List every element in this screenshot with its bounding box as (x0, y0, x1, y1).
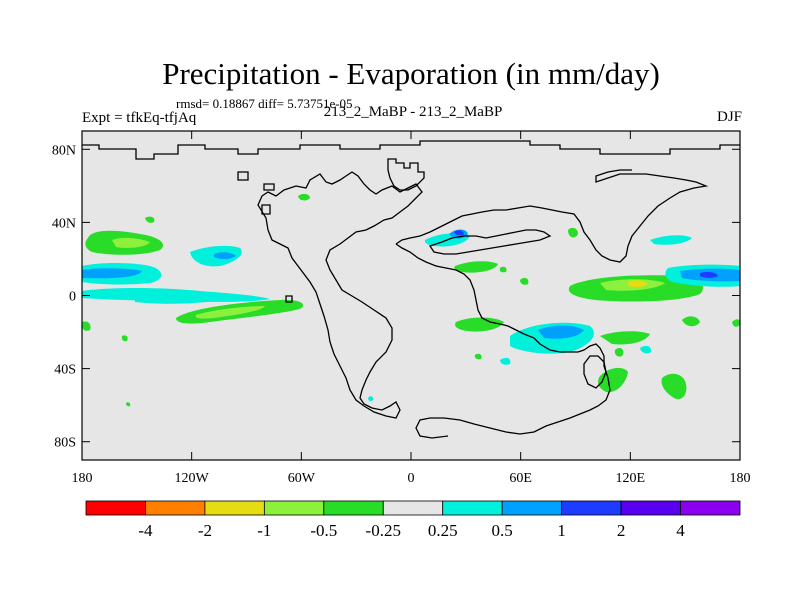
contour-patch (214, 252, 236, 260)
colorbar-swatch (680, 500, 741, 516)
x-tick-label: 0 (408, 471, 415, 486)
colorbar-label: 1 (557, 521, 566, 540)
contour-patch (600, 331, 650, 345)
colorbar-label: 0.5 (492, 521, 513, 540)
colorbar-swatch (145, 500, 206, 516)
coastline-america (257, 171, 423, 419)
x-tick-label: 120W (175, 471, 210, 486)
coastline-island (261, 204, 271, 215)
y-tick-label: 0 (69, 290, 76, 305)
x-tick-label: 120E (616, 471, 646, 486)
colorbar: -4 -2 -1 -0.5 -0.25 0.25 0.5 1 2 4 (85, 500, 741, 540)
y-tick-label: 80S (54, 436, 76, 451)
y-tick-label: 80N (52, 143, 76, 158)
contour-patch (298, 193, 310, 201)
coastline-africa (395, 243, 611, 439)
contour-patch (520, 277, 529, 285)
contour-patch (614, 347, 624, 357)
contour-patch (682, 316, 700, 327)
coastline-north (82, 140, 740, 160)
experiment-label: Expt = tfkEq-tfjAq (82, 110, 197, 126)
coastline-eurasia (395, 169, 709, 263)
colorbar-label: -0.25 (366, 521, 401, 540)
axes: 180 120W 60W 0 60E 120E 180 80N 40N 0 40S 80S (52, 131, 751, 486)
chart-title: Precipitation - Evaporation (in mm/day) (162, 56, 660, 91)
colorbar-swatch (263, 500, 325, 516)
contour-patch (454, 261, 498, 273)
colorbar-label: -0.5 (310, 521, 337, 540)
coastline-greenland (387, 158, 425, 191)
contour-patch (474, 353, 482, 360)
contour-patch (135, 296, 220, 304)
colorbar-swatch (85, 500, 146, 516)
contour-patch (661, 373, 687, 400)
x-tick-label: 180 (730, 471, 751, 486)
contour-patch (82, 268, 142, 279)
contour-patch (454, 230, 464, 236)
contour-patch (112, 237, 150, 248)
stats-label: rmsd= 0.18867 diff= 5.73751e-05 (176, 96, 353, 111)
contour-patch (732, 319, 740, 327)
colorbar-swatch (501, 500, 563, 516)
colorbar-swatch (382, 500, 444, 516)
colorbar-label: -4 (138, 521, 153, 540)
colorbar-swatch (323, 500, 384, 516)
contour-patch (82, 321, 91, 331)
coastline (82, 140, 740, 439)
colorbar-label: 4 (676, 521, 685, 540)
colorbar-swatch (561, 500, 622, 516)
y-tick-label: 40S (54, 363, 76, 378)
case-label: 213_2_MaBP - 213_2_MaBP (323, 104, 503, 120)
coastline-island (285, 295, 293, 303)
colorbar-label: 0.25 (428, 521, 458, 540)
colorbar-swatch (204, 500, 265, 516)
colorbar-label: 2 (617, 521, 626, 540)
coastline-island (263, 183, 275, 191)
contour-patch (499, 266, 507, 273)
x-tick-label: 60W (288, 471, 316, 486)
contour-patch (455, 317, 504, 332)
contour-patch (628, 280, 648, 288)
coastline-island (237, 171, 249, 181)
contour-patch (500, 357, 511, 365)
contour-fields (82, 193, 740, 407)
contour-patch (538, 325, 584, 339)
contour-patch (121, 335, 128, 342)
colorbar-swatch (442, 500, 503, 516)
x-tick-label: 60E (509, 471, 532, 486)
contour-patch (568, 227, 578, 238)
contour-patch (650, 235, 692, 245)
colorbar-label: -2 (198, 521, 212, 540)
contour-patch (126, 402, 131, 407)
season-label: DJF (716, 109, 742, 125)
x-tick-label: 180 (72, 471, 93, 486)
colorbar-swatch (620, 500, 681, 516)
coastline-med (428, 229, 552, 255)
contour-patch (700, 272, 718, 278)
coastline-australia (583, 355, 607, 389)
contour-patch (368, 396, 374, 402)
contour-patch (82, 288, 270, 302)
y-tick-label: 40N (52, 216, 76, 231)
contour-patch (145, 216, 155, 223)
contour-patch (640, 345, 652, 354)
colorbar-label: -1 (257, 521, 271, 540)
contour-patch (195, 306, 265, 319)
